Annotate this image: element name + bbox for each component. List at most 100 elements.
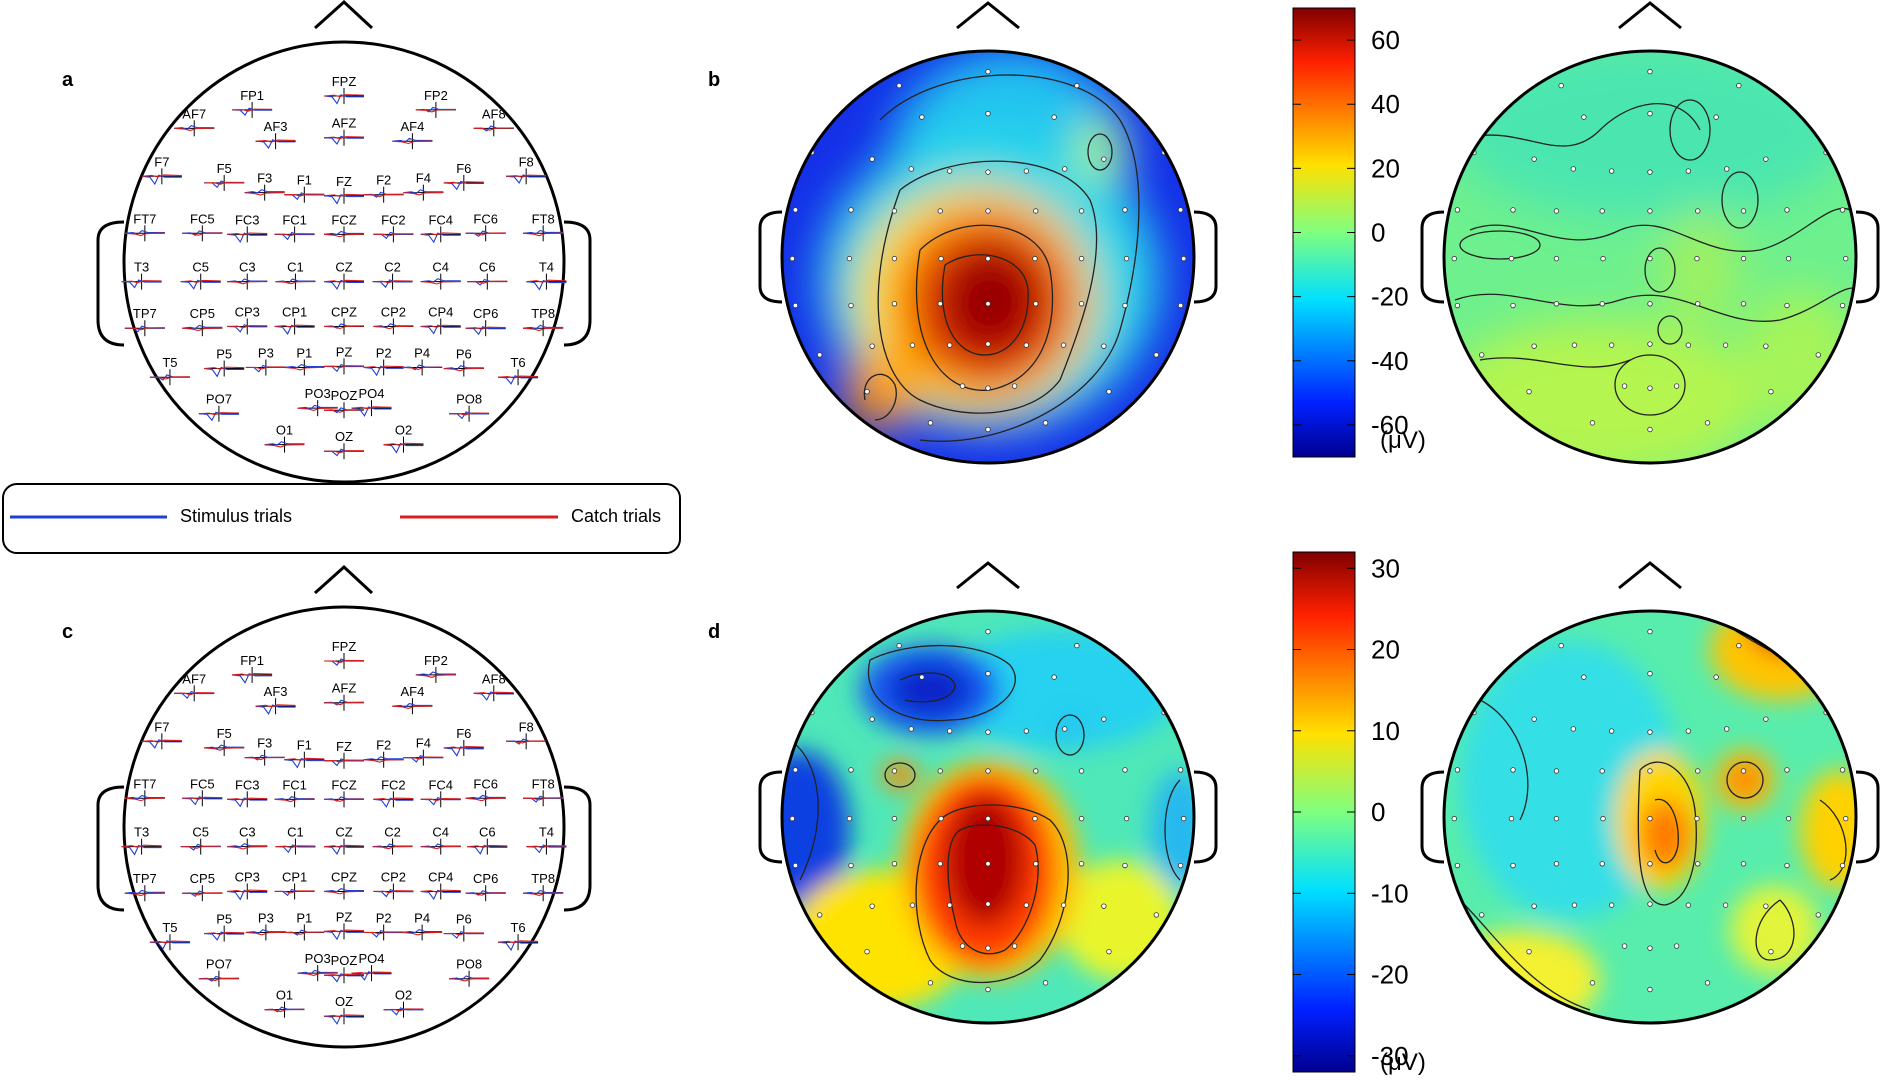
electrode-dot: [985, 815, 991, 822]
topomap-b-right: [1420, 1, 1880, 465]
electrode-dot: [1600, 255, 1606, 262]
electrode-cp6: CP6: [465, 306, 506, 337]
electrode-dot: [1074, 642, 1080, 649]
electrode-label: P2: [376, 910, 392, 925]
electrode-pz: PZ: [323, 909, 365, 941]
electrode-dot: [938, 255, 944, 262]
electrode-label: F4: [416, 171, 431, 186]
electrode-dot: [1571, 342, 1578, 348]
electrode-dot: [840, 661, 846, 667]
electrode-dot: [1510, 207, 1516, 213]
electrode-dot: [1101, 156, 1107, 162]
electrode-dot: [1740, 768, 1747, 774]
colorbar-top: 60 40 20 0 -20 -40 -60 (μV): [1292, 7, 1426, 458]
electrode-label: F2: [376, 173, 391, 188]
electrode-f3: F3: [244, 171, 285, 201]
colorbar-tick-label: -20: [1371, 960, 1409, 990]
electrode-dot: [1608, 342, 1615, 348]
head-a: FP1 FPZ FP2 AF7 AF3 AFZ AF4 AF8 F7 F5 F3 F1 FZ F2 F4 F6…: [96, 0, 592, 484]
electrode-label: TP7: [133, 871, 157, 886]
electrode-t4: T4: [526, 260, 567, 291]
electrode-label: FC3: [235, 777, 260, 792]
electrode-label: O2: [395, 423, 412, 438]
electrode-label: P5: [216, 347, 232, 362]
electrode-dot: [792, 767, 799, 773]
electrode-f2: F2: [363, 173, 404, 203]
electrode-dot: [946, 902, 953, 908]
electrode-fc6: FC6: [465, 776, 506, 807]
electrode-p6: P6: [443, 347, 484, 377]
electrode-dot: [1011, 383, 1018, 389]
electrode-af8: AF8: [473, 671, 514, 702]
electrode-label: FC2: [381, 212, 406, 227]
electrode-fc3: FC3: [227, 777, 268, 808]
electrode-dot: [1647, 208, 1653, 214]
electrode-label: F5: [217, 161, 232, 176]
electrode-dot: [891, 208, 898, 214]
electrode-dot: [946, 342, 953, 348]
electrode-dot: [1673, 943, 1680, 949]
electrode-dot: [1608, 902, 1615, 908]
electrode-label: F7: [154, 154, 169, 169]
electrode-p4: P4: [402, 345, 443, 376]
electrode-dot: [1647, 768, 1653, 774]
electrode-label: PO8: [456, 957, 482, 972]
electrode-dot: [1581, 114, 1587, 120]
electrode-label: CZ: [335, 825, 352, 840]
electrode-o2: O2: [383, 423, 424, 454]
electrode-f6: F6: [443, 726, 484, 757]
electrode-label: CP5: [190, 306, 215, 321]
electrode-fp1: FP1: [232, 653, 273, 684]
electrode-dot: [1571, 902, 1578, 908]
electrode-label: FP1: [240, 88, 264, 103]
electrode-dot: [1815, 912, 1822, 918]
electrode-dot: [1454, 862, 1461, 869]
electrode-t5: T5: [149, 920, 190, 951]
electrode-dot: [1101, 903, 1107, 909]
electrode-dot: [1553, 861, 1560, 867]
electrode-dot: [1815, 352, 1822, 358]
colorbar-tick-label: 40: [1371, 89, 1400, 119]
topomap-b-left: [758, 1, 1218, 465]
electrode-dot: [1060, 342, 1067, 348]
electrode-fc4: FC4: [420, 212, 461, 244]
electrode-tp8: TP8: [523, 871, 564, 902]
electrode-dot: [1062, 726, 1068, 732]
electrode-dot: [1763, 716, 1769, 722]
electrode-dot: [985, 301, 991, 307]
electrode-dot: [1454, 767, 1461, 773]
electrode-dot: [985, 986, 991, 993]
electrode-label: T3: [134, 260, 149, 275]
electrode-dot: [1051, 674, 1057, 680]
electrode-dot: [1740, 255, 1747, 262]
electrode-f8: F8: [506, 719, 547, 750]
electrode-cp2: CP2: [373, 869, 414, 900]
electrode-fc5: FC5: [182, 211, 223, 242]
electrode-dot: [848, 862, 854, 869]
head-c: FP1 FPZ FP2 AF7 AF3 AFZ AF4 AF8 F7 F5 F3 F1 FZ F2 F4 F6…: [96, 564, 592, 1049]
electrode-dot: [1647, 815, 1653, 822]
electrode-dot: [1078, 861, 1085, 867]
electrode-dot: [985, 426, 991, 433]
electrode-fp2: FP2: [415, 88, 456, 118]
electrode-dot: [1042, 420, 1049, 426]
electrode-dot: [896, 642, 902, 649]
electrode-dot: [985, 768, 991, 774]
electrode-fc1: FC1: [274, 212, 315, 243]
electrode-c1: C1: [275, 260, 316, 290]
electrode-dot: [1570, 726, 1576, 732]
electrode-cp1: CP1: [274, 304, 315, 335]
electrode-p1: P1: [284, 910, 325, 941]
electrode-dot: [1785, 815, 1792, 822]
electrode-dot: [1695, 301, 1701, 307]
electrode-label: C1: [287, 825, 304, 840]
electrode-fp2: FP2: [415, 653, 456, 683]
electrode-dot: [1101, 716, 1107, 722]
electrode-label: CP3: [235, 304, 260, 319]
electrode-t3: T3: [121, 260, 162, 290]
electrode-p1: P1: [284, 345, 325, 376]
colorbar-tick-label: 10: [1371, 716, 1400, 746]
electrode-po8: PO8: [449, 957, 490, 987]
electrode-dot: [1599, 301, 1605, 307]
electrode-dot: [1704, 420, 1711, 426]
